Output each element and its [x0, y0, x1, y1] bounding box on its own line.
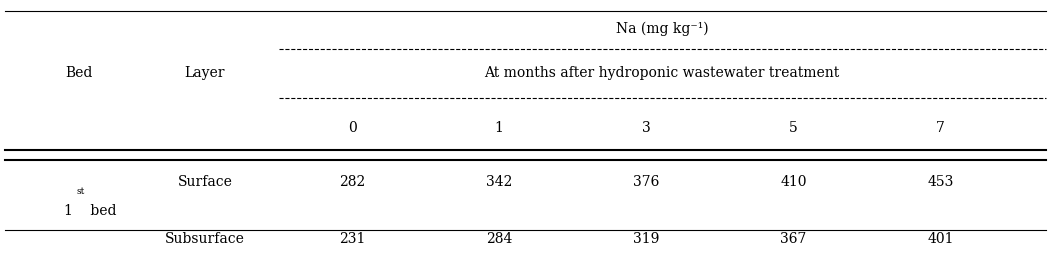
Text: 1: 1	[495, 121, 503, 135]
Text: st: st	[77, 187, 85, 196]
Text: 410: 410	[780, 175, 807, 189]
Text: bed: bed	[86, 204, 117, 218]
Text: 231: 231	[338, 232, 366, 246]
Text: Subsurface: Subsurface	[165, 232, 245, 246]
Text: Layer: Layer	[185, 66, 225, 81]
Text: 5: 5	[789, 121, 798, 135]
Text: 1: 1	[63, 204, 71, 218]
Text: Bed: Bed	[65, 66, 92, 81]
Text: Surface: Surface	[178, 175, 232, 189]
Text: Na (mg kg⁻¹): Na (mg kg⁻¹)	[616, 21, 708, 36]
Text: 0: 0	[348, 121, 356, 135]
Text: 367: 367	[780, 232, 807, 246]
Text: 342: 342	[486, 175, 513, 189]
Text: 284: 284	[486, 232, 513, 246]
Text: 319: 319	[633, 232, 660, 246]
Text: 3: 3	[642, 121, 651, 135]
Text: 401: 401	[927, 232, 954, 246]
Text: 376: 376	[633, 175, 660, 189]
Text: At months after hydroponic wastewater treatment: At months after hydroponic wastewater tr…	[485, 66, 840, 81]
Text: 282: 282	[339, 175, 365, 189]
Text: 453: 453	[927, 175, 954, 189]
Text: 7: 7	[936, 121, 945, 135]
